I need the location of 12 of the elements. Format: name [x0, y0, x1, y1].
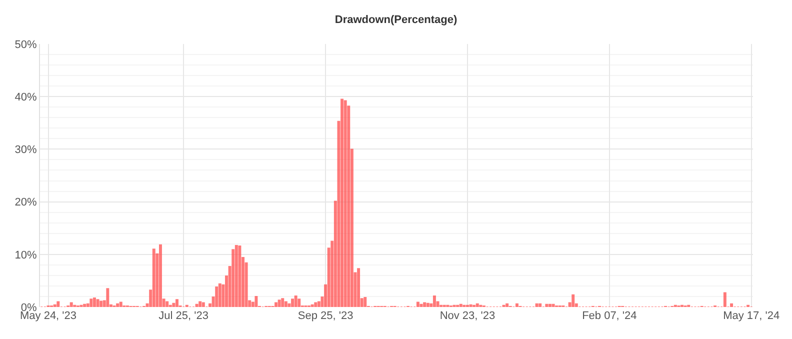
x-tick-label: Feb 07, '24: [582, 310, 637, 322]
x-tick-label: Jul 25, '23: [158, 310, 208, 322]
chart-title: Drawdown(Percentage): [334, 14, 458, 26]
x-tick-label: May 24, '23: [20, 310, 77, 322]
y-tick-label: 10%: [14, 249, 38, 262]
y-tick-label: 30%: [14, 144, 38, 156]
y-tick-label: 20%: [14, 196, 38, 209]
x-tick-label: May 17, '24: [723, 310, 780, 322]
x-tick-label: Nov 23, '23: [440, 310, 496, 322]
y-tick-label: 40%: [14, 91, 38, 104]
x-tick-label: Sep 25, '23: [298, 310, 354, 322]
y-tick-label: 50%: [14, 38, 38, 51]
